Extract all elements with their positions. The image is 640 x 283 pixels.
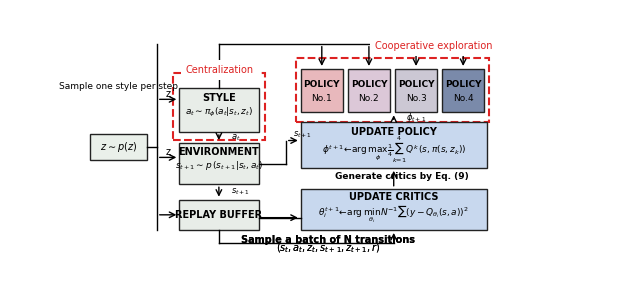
Text: No.2: No.2 — [358, 94, 380, 103]
Text: $s_{t+1}$: $s_{t+1}$ — [293, 130, 312, 140]
Text: No.4: No.4 — [453, 94, 474, 103]
FancyBboxPatch shape — [442, 69, 484, 112]
Text: No.1: No.1 — [312, 94, 332, 103]
Text: Cooperative exploration: Cooperative exploration — [375, 41, 493, 51]
FancyBboxPatch shape — [301, 189, 487, 230]
Text: Centralization: Centralization — [186, 65, 254, 75]
FancyBboxPatch shape — [348, 69, 390, 112]
FancyBboxPatch shape — [179, 200, 259, 230]
Text: $\phi^{t+1}\!\leftarrow\!\arg\max_\phi\frac{1}{4}\sum_{k=1}^{4}Q^k(s, \pi(s, z_k: $\phi^{t+1}\!\leftarrow\!\arg\max_\phi\f… — [321, 134, 466, 164]
Text: Sample a batch of N transitions: Sample a batch of N transitions — [241, 235, 415, 245]
Text: $(s_t, a_t, z_t, s_{t+1}, z_{t+1}, r)$: $(s_t, a_t, z_t, s_{t+1}, z_{t+1}, r)$ — [276, 241, 380, 255]
FancyBboxPatch shape — [179, 143, 259, 184]
Text: $\phi_{t+1}$: $\phi_{t+1}$ — [406, 111, 426, 124]
Text: $a_t{\sim}\pi_\phi(a_t|s_t, z_t)$: $a_t{\sim}\pi_\phi(a_t|s_t, z_t)$ — [185, 106, 253, 119]
FancyBboxPatch shape — [395, 69, 437, 112]
Text: $s_{t+1}{\sim}p\,(s_{t+1}|s_t, a_t)$: $s_{t+1}{\sim}p\,(s_{t+1}|s_t, a_t)$ — [175, 159, 263, 172]
Text: No.3: No.3 — [406, 94, 426, 103]
Text: z: z — [166, 147, 170, 157]
Text: Generate critics by Eq. (9): Generate critics by Eq. (9) — [335, 172, 469, 181]
Text: Sample a batch of N transitions: Sample a batch of N transitions — [241, 235, 415, 245]
Text: Sample one style per step: Sample one style per step — [59, 82, 178, 91]
Text: $s_{t+1}$: $s_{t+1}$ — [231, 187, 250, 197]
Text: $\theta_i^{t+1}\!\leftarrow\!\arg\min_{\theta_i}N^{-1}\sum(y-Q_{\theta_i}(s,a))^: $\theta_i^{t+1}\!\leftarrow\!\arg\min_{\… — [318, 203, 469, 224]
Text: $z{\sim}p(z)$: $z{\sim}p(z)$ — [100, 140, 137, 154]
Text: POLICY: POLICY — [351, 80, 387, 89]
Text: z: z — [166, 89, 170, 99]
Text: STYLE: STYLE — [202, 93, 236, 103]
Text: UPDATE POLICY: UPDATE POLICY — [351, 127, 436, 137]
Text: POLICY: POLICY — [445, 80, 481, 89]
Text: UPDATE CRITICS: UPDATE CRITICS — [349, 192, 438, 202]
FancyBboxPatch shape — [301, 69, 343, 112]
Text: $a_t$: $a_t$ — [231, 132, 241, 143]
Text: REPLAY BUFFER: REPLAY BUFFER — [175, 210, 262, 220]
FancyBboxPatch shape — [301, 122, 487, 168]
Text: POLICY: POLICY — [398, 80, 435, 89]
Text: ENVIRONMENT: ENVIRONMENT — [179, 147, 259, 156]
FancyBboxPatch shape — [90, 134, 147, 160]
Text: POLICY: POLICY — [303, 80, 340, 89]
FancyBboxPatch shape — [179, 88, 259, 132]
Text: $(s_t, a_t, z_t, s_{t+1}, z_{t+1}, r)$: $(s_t, a_t, z_t, s_{t+1}, z_{t+1}, r)$ — [276, 241, 380, 255]
